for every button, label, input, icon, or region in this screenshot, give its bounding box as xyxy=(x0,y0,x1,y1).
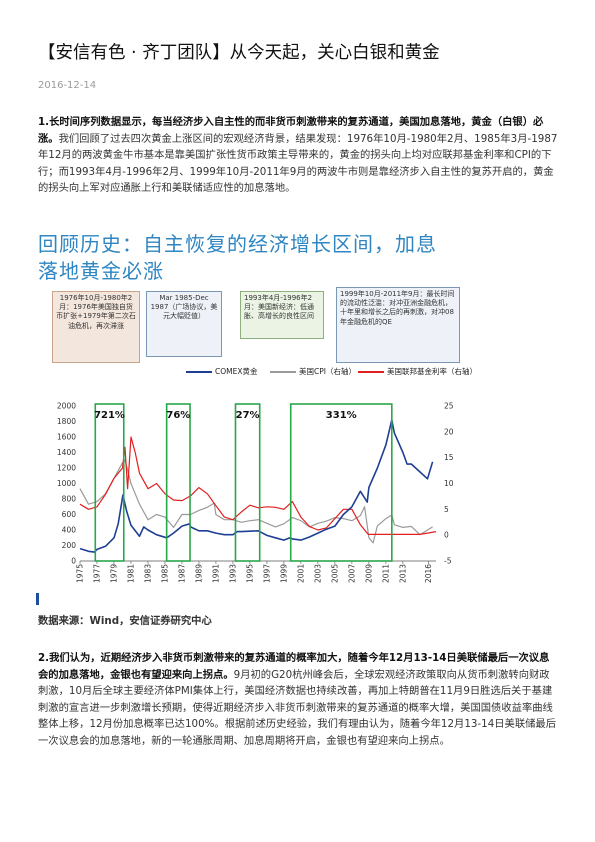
right-tick-label: 0 xyxy=(444,531,449,540)
x-tick-label: 2011 xyxy=(381,564,390,583)
left-tick-label: 1200 xyxy=(57,464,76,473)
paragraph-1-body: 我们回顾了过去四次黄金上涨区间的宏观经济背景，结果发现：1976年10月-198… xyxy=(38,132,558,195)
highlight-label-2: 27% xyxy=(236,410,260,421)
figure-heading-line-1: 回顾历史：自主恢复的经济增长区间，加息 xyxy=(38,232,437,256)
x-tick-label: 2007 xyxy=(347,564,356,583)
left-tick-label: 2000 xyxy=(57,402,76,411)
paragraph-1-lead: 1.长时间序列数据显示，每当经济步入自主性的而非货币刺激带来的复苏通道，美国加息… xyxy=(38,116,544,145)
paragraph-2-lead: 2.我们认为，近期经济步入非货币刺激带来的复苏通道的概率加大，随着今年12月13… xyxy=(38,652,550,681)
left-tick-label: 1000 xyxy=(57,479,76,488)
legend-cpi: 美国CPI（右轴） xyxy=(270,366,356,377)
series-line-2 xyxy=(79,436,437,535)
figure-heading-line-2: 落地黄金必涨 xyxy=(38,259,164,283)
right-tick-label: 5 xyxy=(444,505,449,514)
highlight-label-0: 721% xyxy=(94,410,125,421)
left-tick-label: 1800 xyxy=(57,417,76,426)
x-tick-label: 2001 xyxy=(296,564,305,583)
left-tick-label: 600 xyxy=(62,510,77,519)
callout-1993-1996: 1993年4月-1996年2月：美国新经济：低通胀、高增长的良性区间 xyxy=(240,291,324,339)
article-title: 【安信有色 · 齐丁团队】从今天起，关心白银和黄金 xyxy=(38,43,440,63)
callout-1985-1987: Mar 1985-Dec 1987（广场协议，美元大幅贬值） xyxy=(146,291,222,357)
gold-cpi-fed-chart: 2000180016001400120010008006004002000252… xyxy=(57,402,454,584)
x-tick-label: 1985 xyxy=(160,564,169,583)
left-tick-label: 1400 xyxy=(57,448,76,457)
x-tick-label: 1981 xyxy=(126,564,135,583)
highlight-box-2 xyxy=(234,403,261,562)
legend-fed-label: 美国联邦基金利率（右轴） xyxy=(387,367,477,376)
legend-fed: 美国联邦基金利率（右轴） xyxy=(358,366,477,377)
x-tick-label: 2016 xyxy=(424,564,433,583)
legend-comex: COMEX黄金 xyxy=(186,366,258,377)
left-tick-label: 800 xyxy=(62,495,77,504)
paragraph-2: 2.我们认为，近期经济步入非货币刺激带来的复苏通道的概率加大，随着今年12月13… xyxy=(38,650,558,750)
right-tick-label: 10 xyxy=(444,479,454,488)
x-tick-label: 1975 xyxy=(76,564,85,583)
left-tick-label: 0 xyxy=(71,557,76,566)
legend-comex-swatch xyxy=(186,370,212,373)
right-tick-label: 20 xyxy=(444,427,454,436)
highlight-label-3: 331% xyxy=(326,410,357,421)
callout-1999-2011: 1999年10月-2011年9月：最长时间的流动性泛滥：对冲亚洲金融危机，十年里… xyxy=(336,287,460,363)
left-tick-label: 1600 xyxy=(57,433,76,442)
chart-legend: COMEX黄金 美国CPI（右轴） 美国联邦基金利率（右轴） xyxy=(186,366,477,378)
chart-figure: 回顾历史：自主恢复的经济增长区间，加息 落地黄金必涨 1976年10月-1980… xyxy=(36,230,477,606)
x-tick-label: 1983 xyxy=(143,564,152,583)
highlight-box-1 xyxy=(165,403,191,562)
x-tick-label: 2013 xyxy=(398,564,407,583)
series-line-1 xyxy=(79,459,433,544)
figure-source: 数据来源：Wind，安信证券研究中心 xyxy=(38,615,212,627)
paragraph-2-body: 9月初的G20杭州峰会后，全球宏观经济政策取向从货币刺激转向财政刺激，10月后全… xyxy=(38,668,557,747)
left-tick-label: 200 xyxy=(62,541,77,550)
legend-fed-swatch xyxy=(358,370,384,373)
x-tick-label: 1997 xyxy=(262,564,271,583)
legend-cpi-swatch xyxy=(270,370,296,373)
x-tick-label: 1999 xyxy=(279,564,288,583)
x-tick-label: 2005 xyxy=(330,564,339,583)
callout-1976-1980: 1976年10月-1980年2月：1976年美国独自货币扩张+1979年第二次石… xyxy=(52,291,140,363)
x-tick-label: 2003 xyxy=(313,564,322,583)
highlight-box-3 xyxy=(289,403,393,562)
right-tick-label: 25 xyxy=(444,402,454,411)
highlight-box-0 xyxy=(94,403,125,562)
legend-cpi-label: 美国CPI（右轴） xyxy=(299,367,356,376)
series-line-0 xyxy=(79,419,434,553)
highlight-label-1: 76% xyxy=(166,410,190,421)
x-tick-label: 1979 xyxy=(109,564,118,583)
left-tick-label: 400 xyxy=(62,526,77,535)
right-tick-label: -5 xyxy=(444,557,452,566)
x-tick-label: 1995 xyxy=(245,564,254,583)
article-date: 2016-12-14 xyxy=(38,80,97,91)
x-tick-label: 1989 xyxy=(194,564,203,583)
x-tick-label: 1987 xyxy=(177,564,186,583)
paragraph-1: 1.长时间序列数据显示，每当经济步入自主性的而非货币刺激带来的复苏通道，美国加息… xyxy=(38,114,558,197)
legend-comex-label: COMEX黄金 xyxy=(215,367,258,376)
x-tick-label: 1993 xyxy=(228,564,237,583)
x-tick-label: 1977 xyxy=(92,564,101,583)
figure-edge-mark xyxy=(36,593,39,605)
right-tick-label: 15 xyxy=(444,453,454,462)
x-tick-label: 2009 xyxy=(364,564,373,583)
x-tick-label: 1991 xyxy=(211,564,220,583)
